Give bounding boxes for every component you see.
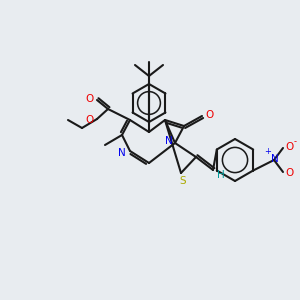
Text: O: O [205,110,213,120]
Text: H: H [217,170,225,180]
Text: N: N [165,136,173,146]
Text: -: - [293,137,296,146]
Text: O: O [286,142,294,152]
Text: S: S [180,176,186,186]
Text: O: O [86,94,94,104]
Text: N: N [118,148,126,158]
Text: N: N [271,154,279,164]
Text: O: O [286,168,294,178]
Text: +: + [265,148,272,157]
Text: O: O [86,115,94,125]
